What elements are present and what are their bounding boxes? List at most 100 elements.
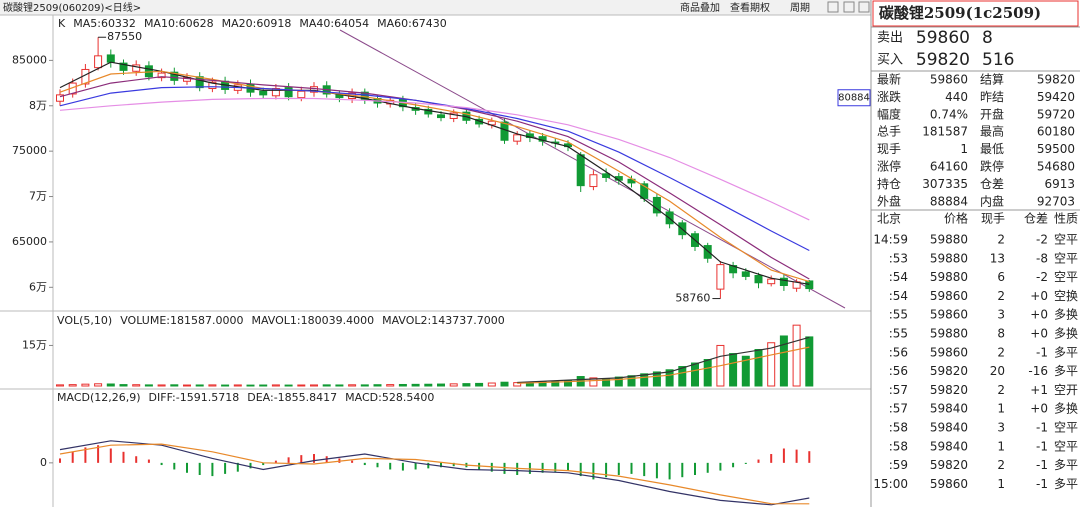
legend-label: MA5:60332 xyxy=(73,17,136,30)
trade-cell: 59860 xyxy=(930,477,968,491)
volume-bar xyxy=(779,335,788,387)
volume-bar xyxy=(271,384,280,387)
stat-label: 最低 xyxy=(980,142,1004,156)
stat-value: 59720 xyxy=(1037,107,1075,121)
volume-bar xyxy=(56,384,64,387)
trade-header: 北京 xyxy=(877,212,901,226)
line-series xyxy=(59,86,810,252)
stat-label: 涨跌 xyxy=(877,89,901,104)
min-label: 58760 xyxy=(675,292,710,305)
cursor-box xyxy=(837,89,871,107)
stat-value: 64160 xyxy=(930,160,968,174)
volume-bar xyxy=(665,369,674,387)
trade-cell: -2 xyxy=(1036,270,1048,284)
trade-cell: 59840 xyxy=(930,421,968,435)
trade-cell: 2 xyxy=(997,383,1005,397)
stat-value: 307335 xyxy=(922,177,968,191)
candle-body xyxy=(132,64,141,72)
candle-body xyxy=(106,54,115,63)
y-tick-label: 15万 xyxy=(22,338,47,351)
stat-value: 6913 xyxy=(1044,177,1075,191)
volume-bar xyxy=(335,384,344,387)
trade-cell: 多换 xyxy=(1054,402,1078,416)
volume-bar xyxy=(652,371,661,387)
volume-bar xyxy=(513,382,522,387)
trade-cell: 3 xyxy=(997,421,1005,435)
volume-bar xyxy=(805,336,814,387)
tab[interactable]: 商品叠加 xyxy=(680,1,720,14)
trade-cell: 空平 xyxy=(1054,251,1078,265)
legend-label: MA40:64054 xyxy=(299,17,369,30)
stat-label: 仓差 xyxy=(980,177,1004,191)
line-series xyxy=(59,61,810,285)
trade-header: 性质 xyxy=(1054,212,1078,226)
icon[interactable] xyxy=(843,1,855,13)
volume-bar xyxy=(678,366,687,387)
candle-body xyxy=(805,280,814,290)
stat-label: 幅度 xyxy=(877,106,901,121)
candle-body xyxy=(284,87,293,98)
quote-title: 碳酸锂2509(1c2509) xyxy=(879,4,1041,22)
y-tick-label: 65000 xyxy=(12,235,47,248)
line-series xyxy=(59,440,810,506)
trade-cell: 多平 xyxy=(1054,345,1078,359)
volume-bar xyxy=(68,384,77,387)
trade-cell: 2 xyxy=(997,345,1005,359)
trade-cell: 59820 xyxy=(930,458,968,472)
tab[interactable]: 查看期权 xyxy=(730,1,770,14)
trade-cell: 59880 xyxy=(930,251,968,265)
candle-body xyxy=(589,174,598,188)
volume-bar xyxy=(170,384,179,387)
candle-body xyxy=(195,76,204,89)
volume-bar xyxy=(703,359,712,387)
trade-cell: :57 xyxy=(889,383,908,397)
trade-cell: 多平 xyxy=(1054,364,1078,378)
cursor-label: 80884 xyxy=(838,93,870,104)
volume-bar xyxy=(792,324,801,387)
legend-label: MA10:60628 xyxy=(144,17,214,30)
legend-label: MA20:60918 xyxy=(222,17,292,30)
window-title: 碳酸锂2509(060209)<日线> xyxy=(3,1,141,14)
volume-bar xyxy=(221,384,230,387)
trade-cell: 6 xyxy=(997,270,1005,284)
trade-header: 价格 xyxy=(944,211,968,226)
candle-body xyxy=(741,271,750,277)
trade-cell: :54 xyxy=(889,270,908,284)
icon[interactable] xyxy=(827,1,839,13)
y-tick-label: 8万 xyxy=(29,99,47,112)
stat-value: 181587 xyxy=(922,125,968,139)
order-price: 59820 xyxy=(916,50,970,70)
volume-bar xyxy=(284,384,293,387)
candle-body xyxy=(297,90,306,99)
trade-cell: 1 xyxy=(997,402,1005,416)
stat-value: 59860 xyxy=(930,73,968,87)
trade-cell: 13 xyxy=(990,251,1005,265)
legend-label: MACD:528.5400 xyxy=(345,391,434,404)
trade-cell: 59860 xyxy=(930,345,968,359)
trade-cell: -8 xyxy=(1036,251,1048,265)
top-bar xyxy=(0,0,871,15)
order-price: 59860 xyxy=(916,28,970,48)
icon[interactable] xyxy=(858,1,870,13)
tab[interactable]: 周期 xyxy=(790,2,810,14)
volume-bar xyxy=(348,384,357,387)
trade-cell: +0 xyxy=(1030,308,1048,322)
volume-bar xyxy=(691,362,699,387)
candle-body xyxy=(56,94,64,102)
order-volume: 8 xyxy=(982,28,993,48)
candle-body xyxy=(119,62,128,71)
candle-body xyxy=(767,278,776,285)
volume-bar xyxy=(564,380,572,387)
volume-bar xyxy=(424,383,433,387)
stat-value: 1 xyxy=(960,142,968,156)
trade-cell: 多平 xyxy=(1054,458,1078,472)
stat-value: 440 xyxy=(945,90,968,104)
trade-cell: 1 xyxy=(997,477,1005,491)
trade-cell: 空平 xyxy=(1054,270,1078,284)
trade-cell: +1 xyxy=(1030,383,1048,397)
trade-cell: 1 xyxy=(997,439,1005,453)
volume-bar xyxy=(183,384,191,387)
candle-body xyxy=(576,154,585,187)
stat-value: 59420 xyxy=(1037,90,1075,104)
candle-body xyxy=(779,277,788,286)
